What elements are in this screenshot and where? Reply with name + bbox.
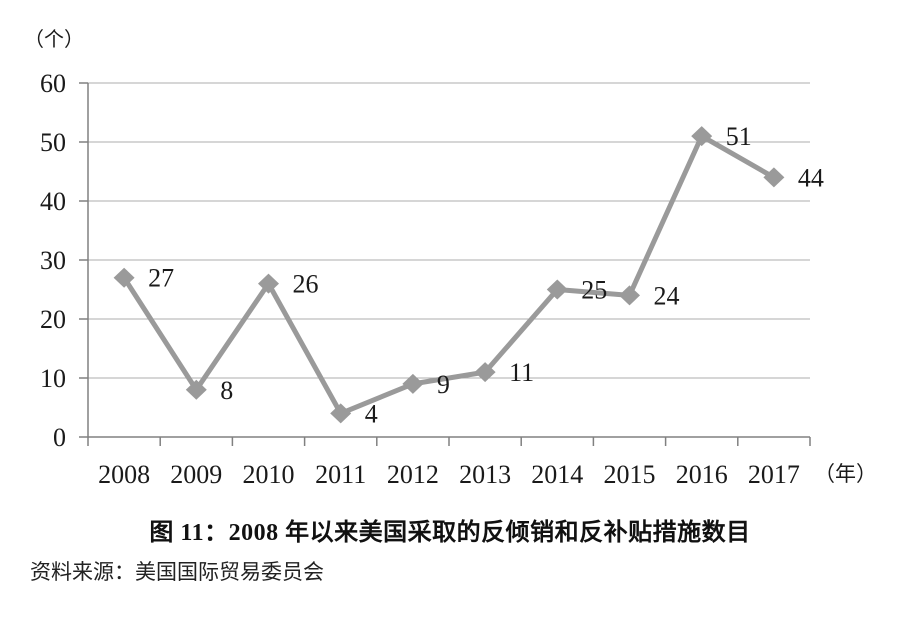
series-line bbox=[121, 133, 776, 416]
data-label-2009: 8 bbox=[220, 376, 233, 405]
line-chart-canvas: 0 10 20 30 40 50 60 2008 2009 2010 2011 2012 2013 201… bbox=[24, 28, 877, 489]
data-label-2012: 9 bbox=[437, 370, 450, 399]
x-tick-label-2009: 2009 bbox=[170, 460, 222, 489]
data-point-2011 bbox=[330, 403, 352, 424]
data-label-2016: 51 bbox=[726, 122, 752, 151]
y-tick-label-30: 30 bbox=[40, 246, 66, 275]
x-axis-unit-label: （年） bbox=[814, 462, 877, 486]
data-label-2008: 27 bbox=[148, 264, 174, 293]
data-point-2012 bbox=[402, 373, 424, 394]
data-label-2017: 44 bbox=[798, 163, 824, 192]
data-point-2008 bbox=[113, 267, 135, 288]
x-tick-label-2015: 2015 bbox=[604, 460, 656, 489]
y-tick-label-60: 60 bbox=[40, 69, 66, 98]
x-tick-label-2016: 2016 bbox=[676, 460, 728, 489]
data-point-2016 bbox=[691, 126, 713, 147]
data-point-2010 bbox=[258, 273, 279, 294]
data-label-2013: 11 bbox=[509, 358, 534, 387]
data-label-2015: 24 bbox=[654, 281, 680, 310]
y-axis-unit-label: （个） bbox=[24, 28, 84, 51]
figure-title: 图 11：2008 年以来美国采取的反倾销和反补贴措施数目 bbox=[149, 520, 751, 546]
data-point-2017 bbox=[763, 167, 785, 188]
x-tick-label-2011: 2011 bbox=[315, 460, 366, 489]
x-tick-label-2013: 2013 bbox=[459, 460, 511, 489]
y-tick-label-10: 10 bbox=[40, 364, 66, 393]
data-point-2014 bbox=[546, 279, 568, 300]
x-tick-label-2012: 2012 bbox=[387, 460, 439, 489]
y-tick-label-20: 20 bbox=[40, 305, 66, 334]
y-tick-label-40: 40 bbox=[40, 187, 66, 216]
y-tick-label-0: 0 bbox=[53, 423, 66, 452]
x-tick-label-2017: 2017 bbox=[748, 460, 800, 489]
source-note: 资料来源：美国国际贸易委员会 bbox=[30, 560, 324, 584]
data-point-2015 bbox=[619, 285, 640, 306]
data-point-2013 bbox=[474, 362, 496, 383]
x-tick-label-2010: 2010 bbox=[243, 460, 295, 489]
y-tick-label-50: 50 bbox=[40, 128, 66, 157]
data-label-2014: 25 bbox=[581, 276, 607, 305]
data-point-2009 bbox=[185, 379, 207, 400]
x-tick-label-2014: 2014 bbox=[531, 460, 583, 489]
data-label-2010: 26 bbox=[293, 270, 319, 299]
data-label-2011: 4 bbox=[365, 399, 378, 428]
x-tick-label-2008: 2008 bbox=[98, 460, 150, 489]
